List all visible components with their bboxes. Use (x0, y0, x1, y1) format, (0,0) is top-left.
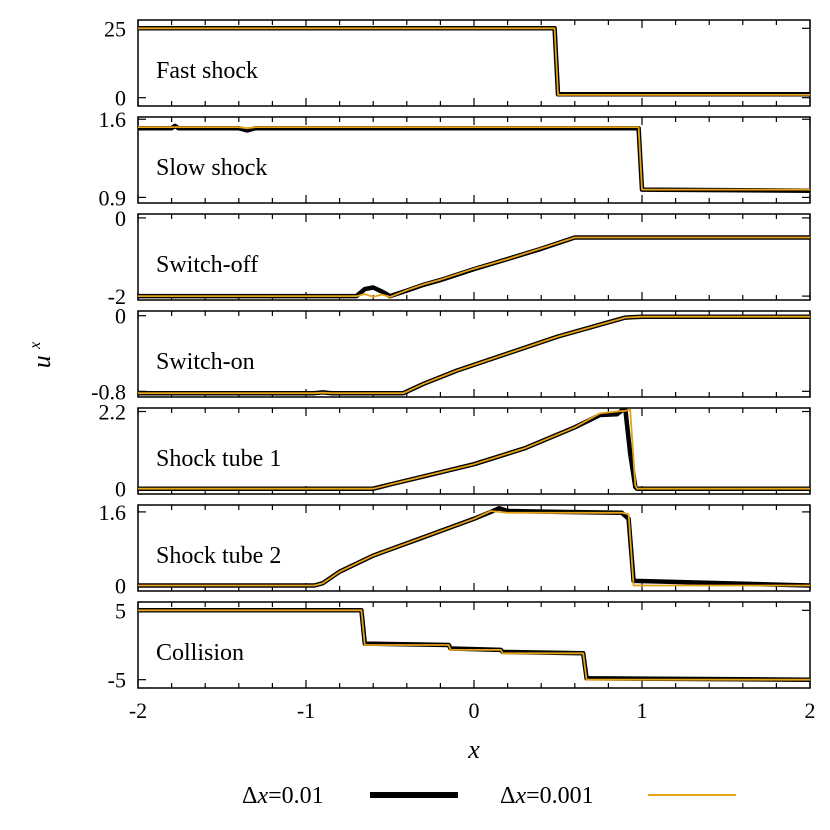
y-axis-label-superscript: x (27, 342, 44, 350)
panel-label: Fast shock (156, 58, 258, 84)
legend: Δx=0.01 Δx=0.001 (242, 783, 736, 809)
panel-5: 0 2.2 Shock tube 1 (99, 400, 811, 502)
x-tick-label: 1 (637, 698, 648, 723)
x-tick-label: -1 (297, 698, 315, 723)
y-tick-label: 0 (115, 477, 126, 502)
y-tick-label: 0.9 (99, 185, 127, 210)
y-tick-label: 0 (115, 206, 126, 231)
y-axis-label: u (27, 355, 56, 368)
panel-4: -0.8 0 Switch-on (91, 304, 811, 404)
y-tick-label: 2.2 (99, 400, 127, 425)
y-tick-label: 5 (115, 598, 126, 623)
y-tick-label: -5 (108, 668, 126, 693)
x-axis-title: x (467, 735, 480, 764)
panel-1: 0 25 Fast shock (104, 16, 811, 111)
x-tick-label: 0 (469, 698, 480, 723)
svg-text:u x: u x (27, 342, 56, 369)
y-tick-label: -0.8 (91, 379, 126, 404)
panel-label: Shock tube 1 (156, 446, 281, 472)
panel-3: -2 0 Switch-off (108, 206, 811, 309)
y-tick-label: -2 (108, 284, 126, 309)
x-tick-label: -2 (129, 698, 147, 723)
x-axis-label: x (467, 735, 480, 764)
y-axis-title: u x (27, 342, 56, 369)
y-tick-label: 0 (115, 86, 126, 111)
series-line-fine (138, 609, 810, 681)
series-line-fine (138, 236, 810, 298)
panel-label: Switch-on (156, 349, 255, 375)
panel-2: 0.9 1.6 Slow shock (99, 107, 811, 210)
panel-label: Collision (156, 640, 244, 666)
series-line-fine (138, 126, 810, 191)
panel-7: -5 5 Collision -2 -1 0 1 2 (108, 598, 816, 723)
x-tick-label: 2 (805, 698, 816, 723)
panel-label: Slow shock (156, 155, 267, 181)
y-tick-label: 1.6 (99, 500, 127, 525)
panel-6: 0 1.6 Shock tube 2 (99, 500, 811, 598)
series-line-fine (138, 510, 810, 587)
y-tick-label: 0 (115, 573, 126, 598)
y-tick-label: 0 (115, 304, 126, 329)
series-line-fine (138, 408, 810, 490)
y-tick-label: 1.6 (99, 107, 127, 132)
y-tick-label: 25 (104, 16, 126, 41)
legend-label-fine: Δx=0.001 (500, 783, 594, 809)
legend-label-coarse: Δx=0.01 (242, 783, 324, 809)
series-line-fine (138, 27, 810, 96)
series-line-fine (138, 315, 810, 395)
panel-label: Shock tube 2 (156, 543, 281, 569)
panel-label: Switch-off (156, 252, 258, 278)
